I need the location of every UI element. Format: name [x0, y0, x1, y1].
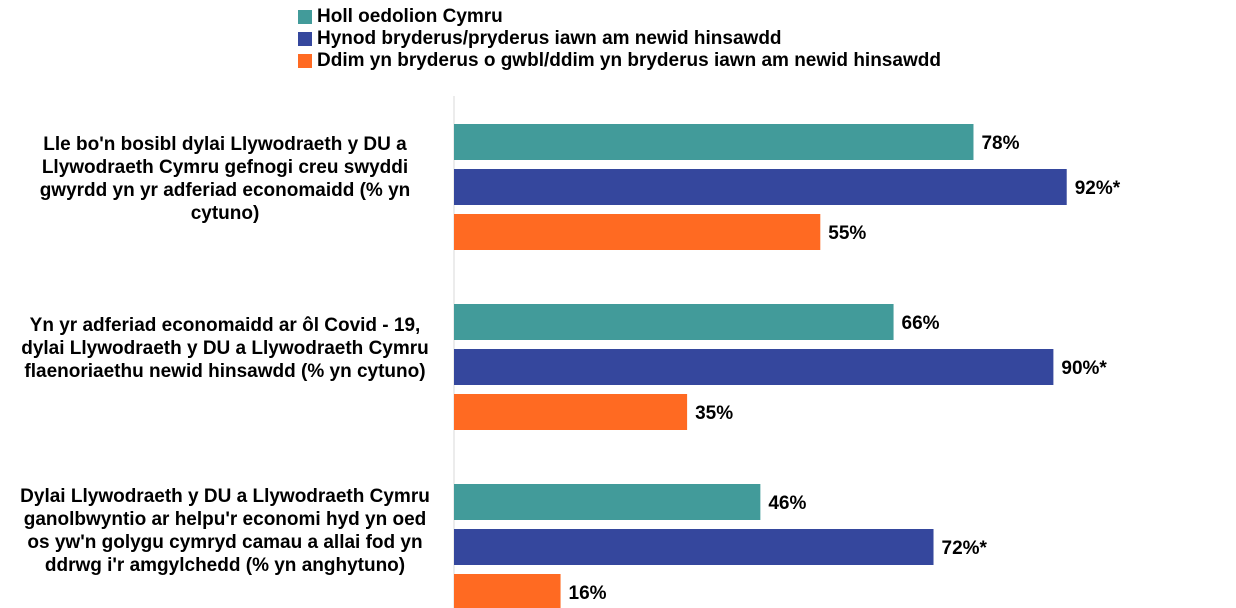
legend-label: Hynod bryderus/pryderus iawn am newid hi… — [317, 28, 782, 49]
legend-swatch — [298, 32, 312, 46]
bar — [454, 394, 688, 430]
legend: Holl oedolion Cymru Hynod bryderus/pryde… — [298, 6, 941, 72]
data-label: 66% — [902, 313, 940, 334]
data-label: 35% — [695, 403, 733, 424]
data-label: 55% — [828, 223, 866, 244]
data-label: 90%* — [1061, 358, 1107, 379]
category-label-covid-recovery: Yn yr adferiad economaidd ar ôl Covid - … — [21, 315, 429, 382]
legend-label: Ddim yn bryderus o gwbl/ddim yn bryderus… — [317, 50, 941, 71]
bar — [454, 169, 1067, 205]
data-label: 46% — [768, 493, 806, 514]
bar — [454, 349, 1054, 385]
bars: 78% 66% 46% 92%* 90%* 72%* 55% 35% 16% — [454, 124, 1121, 608]
category-label-green-jobs: Lle bo'n bosibl dylai Llywodraeth y DU a… — [39, 134, 411, 224]
bar — [454, 574, 561, 608]
legend-swatch — [298, 10, 312, 24]
legend-label: Holl oedolion Cymru — [317, 6, 503, 27]
legend-swatch — [298, 54, 312, 68]
bar — [454, 529, 934, 565]
legend-item-not-concerned: Ddim yn bryderus o gwbl/ddim yn bryderus… — [298, 50, 941, 72]
bar — [454, 214, 821, 250]
category-label-economy-first: Dylai Llywodraeth y DU a Llywodraeth Cym… — [20, 486, 430, 576]
data-label: 78% — [981, 133, 1019, 154]
data-label: 72%* — [942, 538, 988, 559]
bar — [454, 304, 894, 340]
legend-item-very-concerned: Hynod bryderus/pryderus iawn am newid hi… — [298, 28, 941, 50]
legend-item-all-adults: Holl oedolion Cymru — [298, 6, 941, 28]
data-label: 16% — [569, 583, 607, 604]
data-label: 92%* — [1075, 178, 1121, 199]
bar — [454, 484, 761, 520]
bar — [454, 124, 974, 160]
